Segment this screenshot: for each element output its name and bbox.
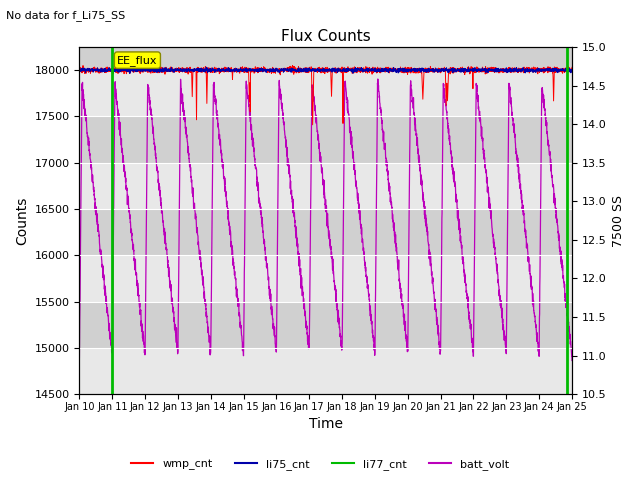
Bar xyxy=(79,163,572,209)
Y-axis label: 7500 SS: 7500 SS xyxy=(612,194,625,247)
Y-axis label: Counts: Counts xyxy=(15,196,29,245)
Title: Flux Counts: Flux Counts xyxy=(281,29,371,44)
Text: No data for f_Li75_SS: No data for f_Li75_SS xyxy=(6,10,125,21)
Bar xyxy=(79,255,572,301)
Text: EE_flux: EE_flux xyxy=(117,55,157,66)
Bar xyxy=(79,70,572,117)
X-axis label: Time: Time xyxy=(308,418,342,432)
Legend: wmp_cnt, li75_cnt, li77_cnt, batt_volt: wmp_cnt, li75_cnt, li77_cnt, batt_volt xyxy=(127,455,513,474)
Bar xyxy=(79,348,572,394)
